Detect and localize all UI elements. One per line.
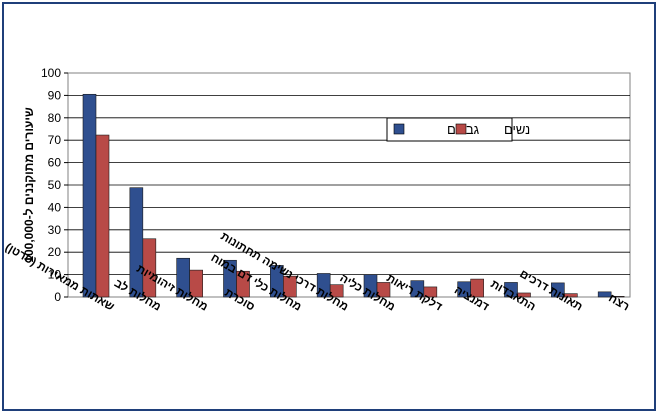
- legend: גברים נשים: [386, 117, 530, 142]
- bar-men: [551, 282, 565, 298]
- y-tick-label: 80: [48, 111, 62, 125]
- y-tick-label: 40: [48, 200, 62, 214]
- bar-women: [517, 292, 531, 298]
- bar-women: [470, 278, 484, 298]
- y-tick-label: 20: [48, 245, 62, 259]
- bar-women: [423, 286, 438, 298]
- y-axis-label: שיעורים מתוקננים ל-100,000: [22, 107, 36, 263]
- bar-women: [564, 293, 578, 298]
- y-tick-label: 60: [48, 156, 62, 170]
- legend-swatch-women: [455, 123, 467, 135]
- gridlines: [68, 95, 630, 276]
- bar-men: [504, 282, 518, 298]
- bar-men: [82, 93, 97, 298]
- y-tick-label: 30: [48, 223, 62, 237]
- bar-women: [329, 284, 344, 298]
- y-tick-label: 50: [48, 178, 62, 192]
- y-tick-label: 90: [48, 88, 62, 102]
- legend-swatch-men: [393, 123, 405, 135]
- bar-women: [610, 296, 625, 298]
- legend-box: [386, 117, 513, 142]
- bar-women: [283, 275, 297, 298]
- legend-label-women: נשים: [504, 122, 530, 137]
- y-axis-ticks: 0 10 20 30 40 50 60 70 80 90 100: [41, 66, 68, 304]
- bar-women: [95, 134, 110, 298]
- y-tick-label: 10: [48, 268, 62, 282]
- bar-series: [82, 93, 625, 298]
- chart-frame: 0 10 20 30 40 50 60 70 80 90 100 שאתות ממאירות (סר…: [2, 2, 656, 411]
- bar-women: [376, 282, 391, 298]
- y-tick-label: 70: [48, 133, 62, 147]
- bar-men: [597, 291, 612, 298]
- bar-women: [236, 270, 250, 298]
- bar-men: [129, 187, 144, 298]
- y-tick-label: 100: [41, 66, 61, 80]
- y-tick-label: 0: [54, 290, 61, 304]
- bar-women: [189, 269, 203, 298]
- bar-women: [142, 238, 157, 298]
